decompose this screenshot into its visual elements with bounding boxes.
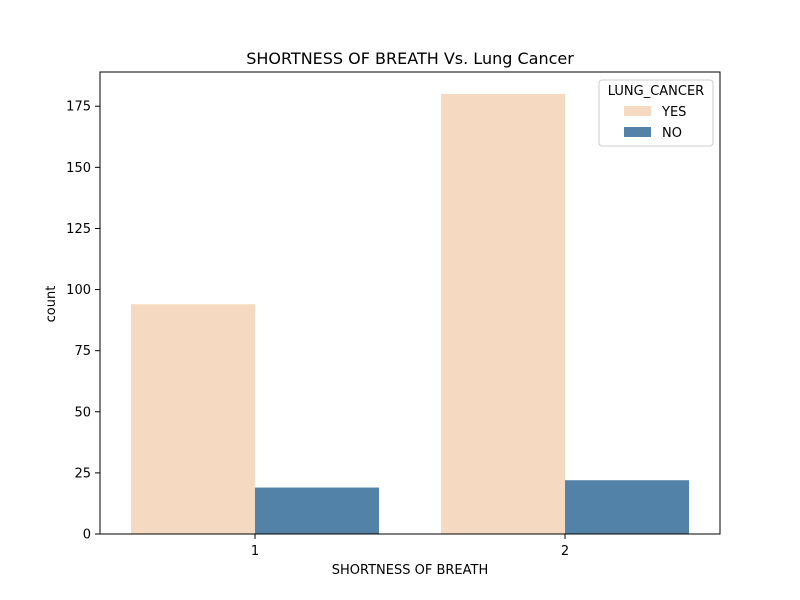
y-tick-label: 175	[66, 100, 91, 115]
y-tick-label: 75	[74, 344, 91, 359]
y-ticks-group: 0 25 50 75 100 125 150 175	[66, 100, 100, 543]
bar-no-2	[565, 480, 689, 534]
legend-swatch-no	[624, 127, 651, 137]
chart-title: SHORTNESS OF BREATH Vs. Lung Cancer	[246, 49, 574, 68]
legend-title: LUNG_CANCER	[608, 84, 704, 99]
y-tick-label: 100	[66, 283, 91, 298]
y-tick-label: 25	[74, 466, 91, 481]
plot-frame	[99, 71, 721, 535]
x-tick-label: 2	[561, 544, 569, 559]
legend: LUNG_CANCER YES NO	[598, 79, 714, 147]
bars-group	[131, 94, 689, 534]
y-tick-label: 50	[74, 405, 91, 420]
bar-yes-2	[441, 94, 565, 534]
legend-label-no: NO	[662, 126, 682, 141]
legend-swatch-yes	[624, 106, 651, 116]
y-tick-label: 125	[66, 222, 91, 237]
bar-yes-1	[131, 304, 255, 534]
x-tick-label: 1	[251, 544, 259, 559]
x-axis-label: SHORTNESS OF BREATH	[332, 563, 488, 578]
y-tick-label: 0	[83, 528, 91, 543]
y-tick-label: 150	[66, 161, 91, 176]
y-axis-label: count	[44, 286, 59, 323]
bar-no-1	[255, 487, 379, 534]
legend-label-yes: YES	[661, 105, 686, 120]
